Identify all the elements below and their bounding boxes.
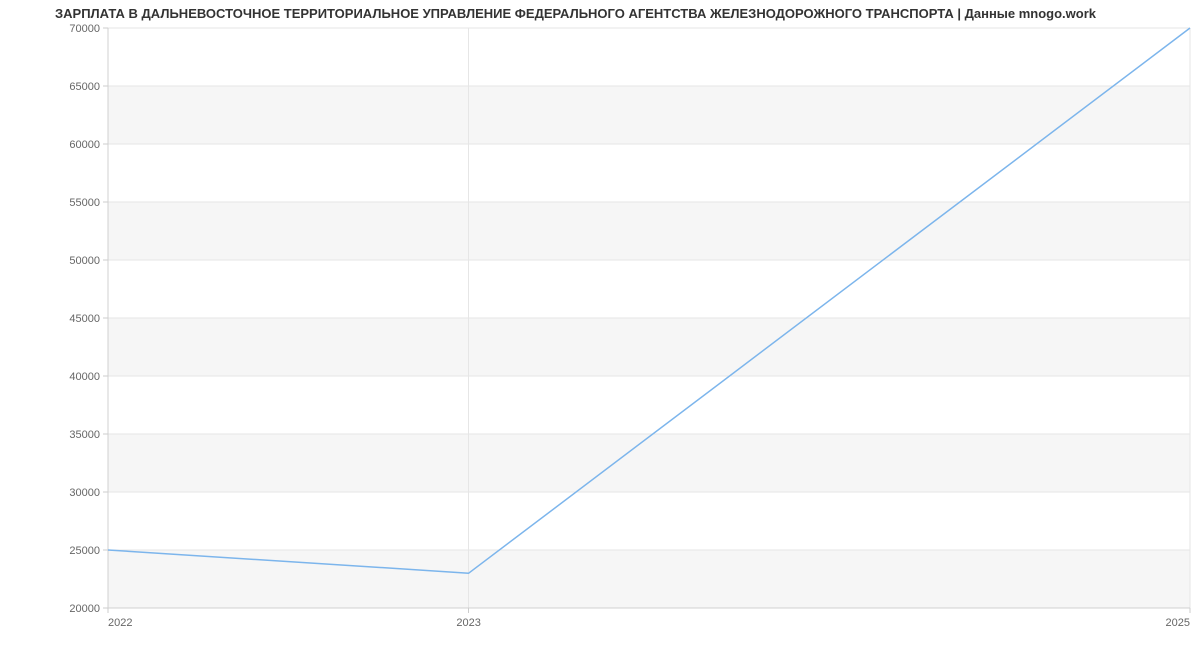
- svg-text:2023: 2023: [456, 617, 480, 629]
- salary-line-chart: ЗАРПЛАТА В ДАЛЬНЕВОСТОЧНОЕ ТЕРРИТОРИАЛЬН…: [0, 0, 1200, 650]
- svg-text:65000: 65000: [69, 81, 100, 93]
- svg-text:25000: 25000: [69, 545, 100, 557]
- svg-text:35000: 35000: [69, 429, 100, 441]
- svg-text:60000: 60000: [69, 139, 100, 151]
- svg-text:20000: 20000: [69, 603, 100, 615]
- svg-text:40000: 40000: [69, 371, 100, 383]
- svg-text:55000: 55000: [69, 197, 100, 209]
- svg-text:45000: 45000: [69, 313, 100, 325]
- x-axis-labels: 2022 2023 2025: [108, 617, 1190, 629]
- svg-text:70000: 70000: [69, 23, 100, 35]
- svg-text:30000: 30000: [69, 487, 100, 499]
- svg-text:50000: 50000: [69, 255, 100, 267]
- svg-text:2022: 2022: [108, 617, 132, 629]
- svg-text:2025: 2025: [1166, 617, 1190, 629]
- chart-svg: 20000 25000 30000 35000 40000 45000 50000 55000…: [0, 0, 1200, 650]
- y-axis-labels: 20000 25000 30000 35000 40000 45000 50000 55000…: [69, 23, 100, 615]
